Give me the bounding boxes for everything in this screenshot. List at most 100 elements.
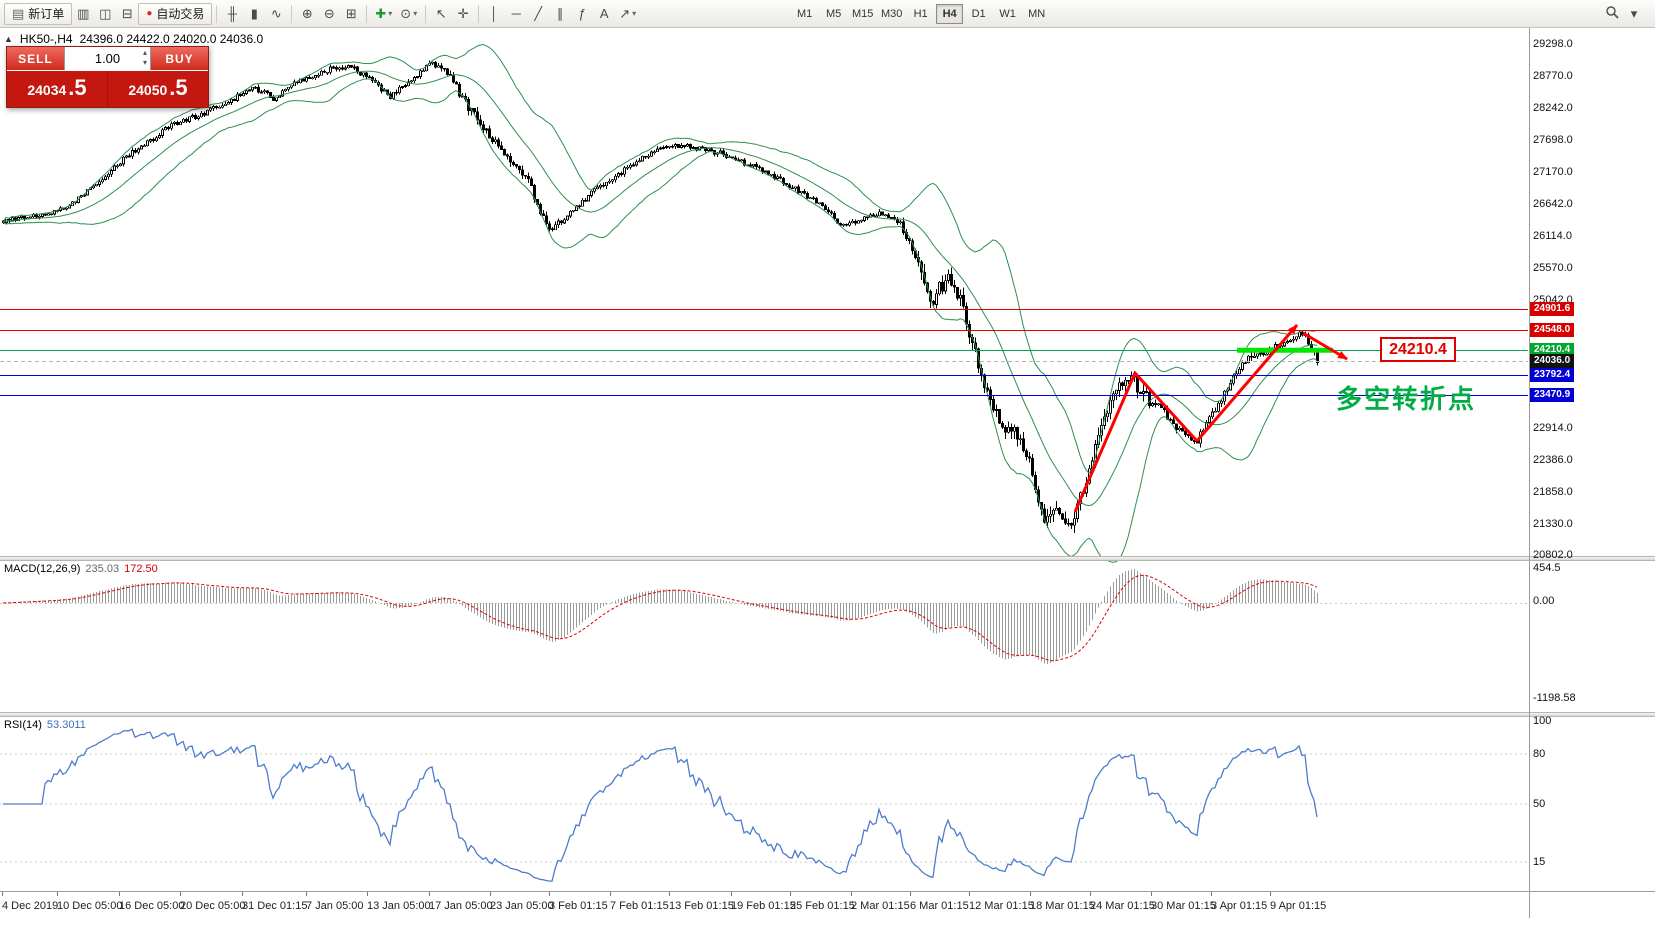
line-chart-icon: ∿	[270, 5, 282, 21]
auto-trading-button[interactable]: ● 自动交易	[138, 2, 213, 25]
price-axis-label: 26642.0	[1533, 197, 1573, 210]
trend-arrow-down[interactable]	[1302, 331, 1348, 361]
price-axis-label: 25570.0	[1533, 262, 1573, 275]
macd-axis-label: 0.00	[1533, 595, 1555, 607]
macd-histogram	[6, 569, 1318, 664]
new-order-icon: ▤	[12, 5, 25, 21]
arrow-objects-button[interactable]: ↗ ▾	[615, 3, 640, 25]
line-chart-button[interactable]: ∿	[265, 3, 287, 25]
timeframe-m1-button[interactable]: M1	[797, 7, 813, 20]
zoom-in-icon: ⊕	[301, 5, 313, 21]
time-axis-label: 4 Dec 2019	[2, 900, 59, 912]
time-axis-tick	[429, 892, 430, 896]
crosshair-icon: ✛	[457, 5, 469, 21]
text-label-button[interactable]: A	[593, 3, 615, 25]
timeframe-w1-button[interactable]: W1	[999, 7, 1016, 20]
time-axis-label: 9 Apr 01:15	[1270, 900, 1327, 912]
crosshair-button[interactable]: ✛	[452, 3, 474, 25]
time-axis-tick	[1270, 892, 1271, 896]
collapse-trade-panel-button[interactable]: ▲	[4, 34, 13, 44]
vertical-line-button[interactable]: │	[483, 3, 505, 25]
auto-trading-label: 自动交易	[156, 7, 205, 21]
time-axis-label: 12 Mar 01:15	[969, 900, 1034, 912]
macd-signal-line	[2, 574, 1318, 662]
rsi-axis-label: 100	[1533, 715, 1552, 727]
periods-button[interactable]: ⊙ ▾	[396, 3, 421, 25]
timeframe-m5-button[interactable]: M5	[826, 7, 842, 20]
macd-signal-value: 172.50	[124, 563, 158, 575]
toolbar-separator	[216, 4, 218, 23]
chart-header: ▲ HK50-,H4 24396.0 24422.0 24020.0 24036…	[4, 32, 263, 46]
macd-axis-label: 454.5	[1533, 562, 1561, 574]
time-axis-label: 25 Feb 01:15	[790, 900, 855, 912]
trend-zigzag[interactable]	[1073, 371, 1199, 513]
horizontal-line-button[interactable]: ─	[505, 3, 527, 25]
volume-down-button[interactable]: ▾	[142, 58, 147, 67]
rsi-pane-splitter[interactable]	[0, 712, 1655, 717]
arrow-objects-caret-icon: ▾	[632, 9, 637, 18]
price-axis-label: 21330.0	[1533, 517, 1573, 530]
zoom-out-button[interactable]: ⊖	[318, 3, 340, 25]
macd-indicator-label: MACD(12,26,9) 235.03 172.50	[4, 563, 158, 575]
volume-up-button[interactable]: ▴	[142, 48, 147, 57]
price-axis-label: 28770.0	[1533, 69, 1573, 82]
price-axis-label: 22914.0	[1533, 422, 1573, 435]
new-order-button[interactable]: ▤ 新订单	[4, 2, 73, 25]
timeframe-h1-button[interactable]: H1	[913, 7, 928, 20]
time-axis-tick	[790, 892, 791, 896]
timeframe-d1-button[interactable]: D1	[971, 7, 986, 20]
toolbar-right-group: ▾	[1601, 3, 1645, 25]
timeframe-mn-button[interactable]: MN	[1028, 7, 1046, 20]
toolbar-menu-button[interactable]: ▾	[1623, 3, 1645, 25]
candlestick-chart-button[interactable]: ▮	[243, 3, 265, 25]
macd-pane-splitter[interactable]	[0, 556, 1655, 561]
equidistant-channel-button[interactable]: ∥	[549, 3, 571, 25]
buy-price[interactable]: 24050 .5	[108, 71, 208, 107]
main-toolbar: ▤ 新订单 ▥ ◫ ⊟ ● 自动交易 ╫ ▮ ∿ ⊕ ⊖ ⊞ ✚ ▾ ⊙ ▾ ↖ ✛ │ ─ ╱ ∥ ƒ A ↗ ▾ M…	[0, 0, 1655, 28]
fibonacci-button[interactable]: ƒ	[571, 3, 593, 25]
search-button[interactable]	[1601, 3, 1623, 25]
zoom-in-button[interactable]: ⊕	[296, 3, 318, 25]
buy-button[interactable]: BUY	[151, 47, 208, 70]
ohlc-values: 24396.0 24422.0 24020.0 24036.0	[79, 32, 264, 46]
sell-button[interactable]: SELL	[7, 47, 64, 70]
price-annotation-box[interactable]: 24210.4	[1380, 337, 1456, 362]
one-click-trading-panel: SELL 1.00 ▴ ▾ BUY 24034 .5 24050 .5	[6, 46, 209, 108]
sell-price[interactable]: 24034 .5	[7, 71, 108, 107]
time-axis-label: 23 Jan 05:00	[490, 900, 554, 912]
timeframe-m15-button[interactable]: M15	[851, 7, 874, 20]
price-axis-label: 27698.0	[1533, 134, 1573, 147]
indicators-button[interactable]: ✚ ▾	[371, 3, 396, 25]
price-axis-chip: 23792.4	[1530, 368, 1575, 383]
time-axis-label: 19 Feb 01:15	[731, 900, 796, 912]
rsi-line	[3, 728, 1318, 882]
profiles-button[interactable]: ◫	[94, 3, 116, 25]
candle-bodies	[2, 61, 1319, 526]
cursor-button[interactable]: ↖	[430, 3, 452, 25]
price-axis-chip: 23470.9	[1530, 387, 1575, 402]
price-chart[interactable]	[0, 28, 1655, 950]
bar-chart-button[interactable]: ╫	[221, 3, 243, 25]
terminal-window-button[interactable]: ⊟	[116, 3, 138, 25]
time-axis-tick	[180, 892, 181, 896]
arrow-objects-icon: ↗	[619, 5, 631, 21]
volume-input[interactable]: 1.00 ▴ ▾	[64, 47, 151, 70]
charts-grid-button[interactable]: ▥	[72, 3, 94, 25]
toolbar-separator	[425, 4, 427, 23]
periods-icon: ⊙	[400, 5, 412, 21]
trend-arrow-up[interactable]	[1195, 324, 1299, 442]
trendline-button[interactable]: ╱	[527, 3, 549, 25]
timeframe-h4-button[interactable]: H4	[936, 3, 964, 24]
toolbar-chart-group: ╫ ▮ ∿ ⊕ ⊖ ⊞ ✚ ▾ ⊙ ▾	[212, 3, 421, 25]
tile-windows-button[interactable]: ⊞	[340, 3, 362, 25]
toolbar-draw-group: ↖ ✛ │ ─ ╱ ∥ ƒ A ↗ ▾	[421, 3, 640, 25]
bar-chart-icon: ╫	[227, 6, 237, 21]
time-axis-label: 7 Jan 05:00	[306, 900, 364, 912]
price-axis-chip: 24901.6	[1530, 301, 1575, 316]
time-axis-tick	[969, 892, 970, 896]
timeframe-m30-button[interactable]: M30	[880, 7, 903, 20]
buy-price-main: 24050	[128, 82, 168, 98]
sell-price-fraction: .5	[68, 75, 87, 100]
time-axis-label: 3 Apr 01:15	[1211, 900, 1268, 912]
vertical-line-icon: │	[490, 6, 499, 21]
